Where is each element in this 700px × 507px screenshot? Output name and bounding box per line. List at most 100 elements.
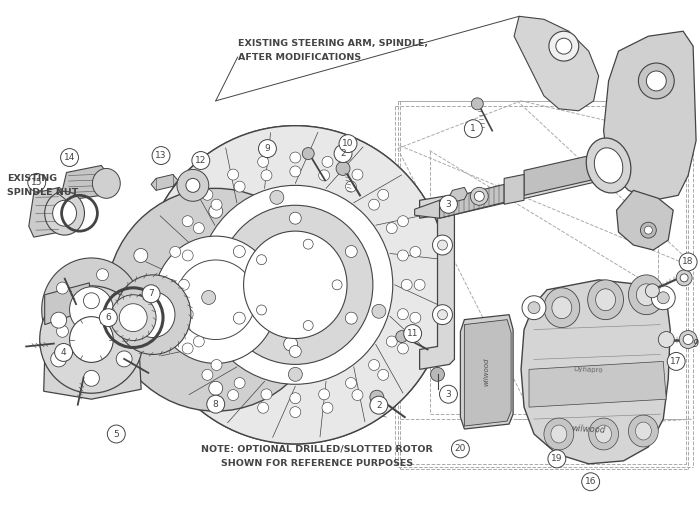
Text: EXISTING: EXISTING	[7, 174, 57, 183]
Circle shape	[202, 291, 216, 304]
Text: AFTER MODIFICATIONS: AFTER MODIFICATIONS	[237, 53, 360, 61]
Polygon shape	[151, 174, 178, 190]
Circle shape	[452, 440, 469, 458]
Circle shape	[679, 253, 697, 271]
Text: 2: 2	[340, 149, 346, 158]
Ellipse shape	[69, 317, 113, 363]
Circle shape	[61, 149, 78, 166]
Circle shape	[284, 248, 298, 263]
Circle shape	[152, 147, 170, 164]
Circle shape	[345, 245, 357, 258]
Text: SHOWN FOR REFERENCE PURPOSES: SHOWN FOR REFERENCE PURPOSES	[220, 459, 413, 468]
Circle shape	[676, 270, 692, 286]
Polygon shape	[529, 361, 666, 407]
Polygon shape	[521, 280, 670, 464]
Ellipse shape	[40, 286, 143, 393]
Circle shape	[182, 250, 193, 261]
Circle shape	[97, 269, 108, 281]
Text: 6: 6	[106, 313, 111, 322]
Circle shape	[211, 359, 222, 371]
Text: 2: 2	[376, 401, 382, 410]
Circle shape	[395, 331, 407, 343]
Circle shape	[202, 189, 213, 200]
Circle shape	[667, 352, 685, 370]
Circle shape	[370, 396, 388, 414]
Circle shape	[346, 181, 356, 192]
Circle shape	[119, 304, 147, 332]
Circle shape	[234, 181, 245, 192]
Polygon shape	[504, 174, 524, 204]
Circle shape	[111, 295, 156, 341]
Text: 15: 15	[31, 178, 43, 187]
Polygon shape	[45, 283, 90, 324]
Circle shape	[549, 31, 579, 61]
Circle shape	[410, 246, 421, 258]
Circle shape	[234, 378, 245, 388]
Polygon shape	[29, 188, 64, 237]
Circle shape	[270, 190, 284, 204]
Ellipse shape	[594, 148, 623, 183]
Polygon shape	[43, 282, 141, 399]
Text: 16: 16	[585, 477, 596, 486]
Ellipse shape	[116, 275, 191, 354]
Circle shape	[289, 345, 301, 357]
Circle shape	[261, 389, 272, 400]
Circle shape	[638, 63, 674, 99]
Circle shape	[165, 279, 176, 291]
Polygon shape	[449, 188, 468, 202]
Text: 13: 13	[155, 151, 167, 160]
Circle shape	[121, 304, 133, 316]
Polygon shape	[440, 185, 504, 218]
Text: 1: 1	[470, 124, 476, 133]
Circle shape	[186, 178, 200, 192]
Text: 11: 11	[407, 329, 419, 338]
Ellipse shape	[636, 284, 657, 306]
Circle shape	[398, 215, 408, 227]
Polygon shape	[440, 159, 624, 218]
Circle shape	[582, 473, 600, 491]
Circle shape	[352, 169, 363, 180]
Circle shape	[57, 282, 69, 294]
Ellipse shape	[544, 288, 580, 328]
Ellipse shape	[106, 189, 325, 411]
Circle shape	[116, 312, 132, 328]
Circle shape	[261, 170, 272, 181]
Ellipse shape	[69, 287, 113, 333]
Circle shape	[182, 309, 193, 319]
Ellipse shape	[218, 205, 373, 365]
Circle shape	[658, 332, 674, 347]
Text: 5: 5	[113, 429, 119, 439]
Circle shape	[142, 285, 160, 303]
Circle shape	[470, 188, 488, 205]
Circle shape	[50, 351, 66, 367]
Circle shape	[334, 144, 352, 163]
Circle shape	[433, 305, 452, 324]
Ellipse shape	[141, 126, 449, 444]
Circle shape	[209, 204, 223, 218]
Circle shape	[369, 199, 379, 210]
Ellipse shape	[629, 275, 664, 315]
Circle shape	[303, 320, 313, 331]
Circle shape	[398, 343, 408, 354]
Text: 9: 9	[265, 144, 270, 153]
Circle shape	[290, 393, 301, 404]
Circle shape	[192, 152, 210, 169]
Circle shape	[372, 304, 386, 318]
Circle shape	[134, 337, 148, 351]
Circle shape	[336, 162, 350, 175]
Polygon shape	[603, 31, 696, 200]
Circle shape	[97, 339, 108, 351]
Circle shape	[322, 403, 333, 413]
Circle shape	[680, 274, 688, 282]
Text: EXISTING STEERING ARM, SPINDLE,: EXISTING STEERING ARM, SPINDLE,	[237, 39, 428, 48]
Circle shape	[318, 170, 330, 181]
Circle shape	[345, 312, 357, 324]
Circle shape	[378, 370, 388, 380]
Circle shape	[657, 292, 669, 304]
Circle shape	[83, 370, 99, 386]
Circle shape	[438, 310, 447, 319]
Circle shape	[322, 156, 333, 167]
Text: wilwood: wilwood	[571, 424, 606, 434]
Polygon shape	[524, 154, 598, 195]
Text: 12: 12	[195, 156, 206, 165]
